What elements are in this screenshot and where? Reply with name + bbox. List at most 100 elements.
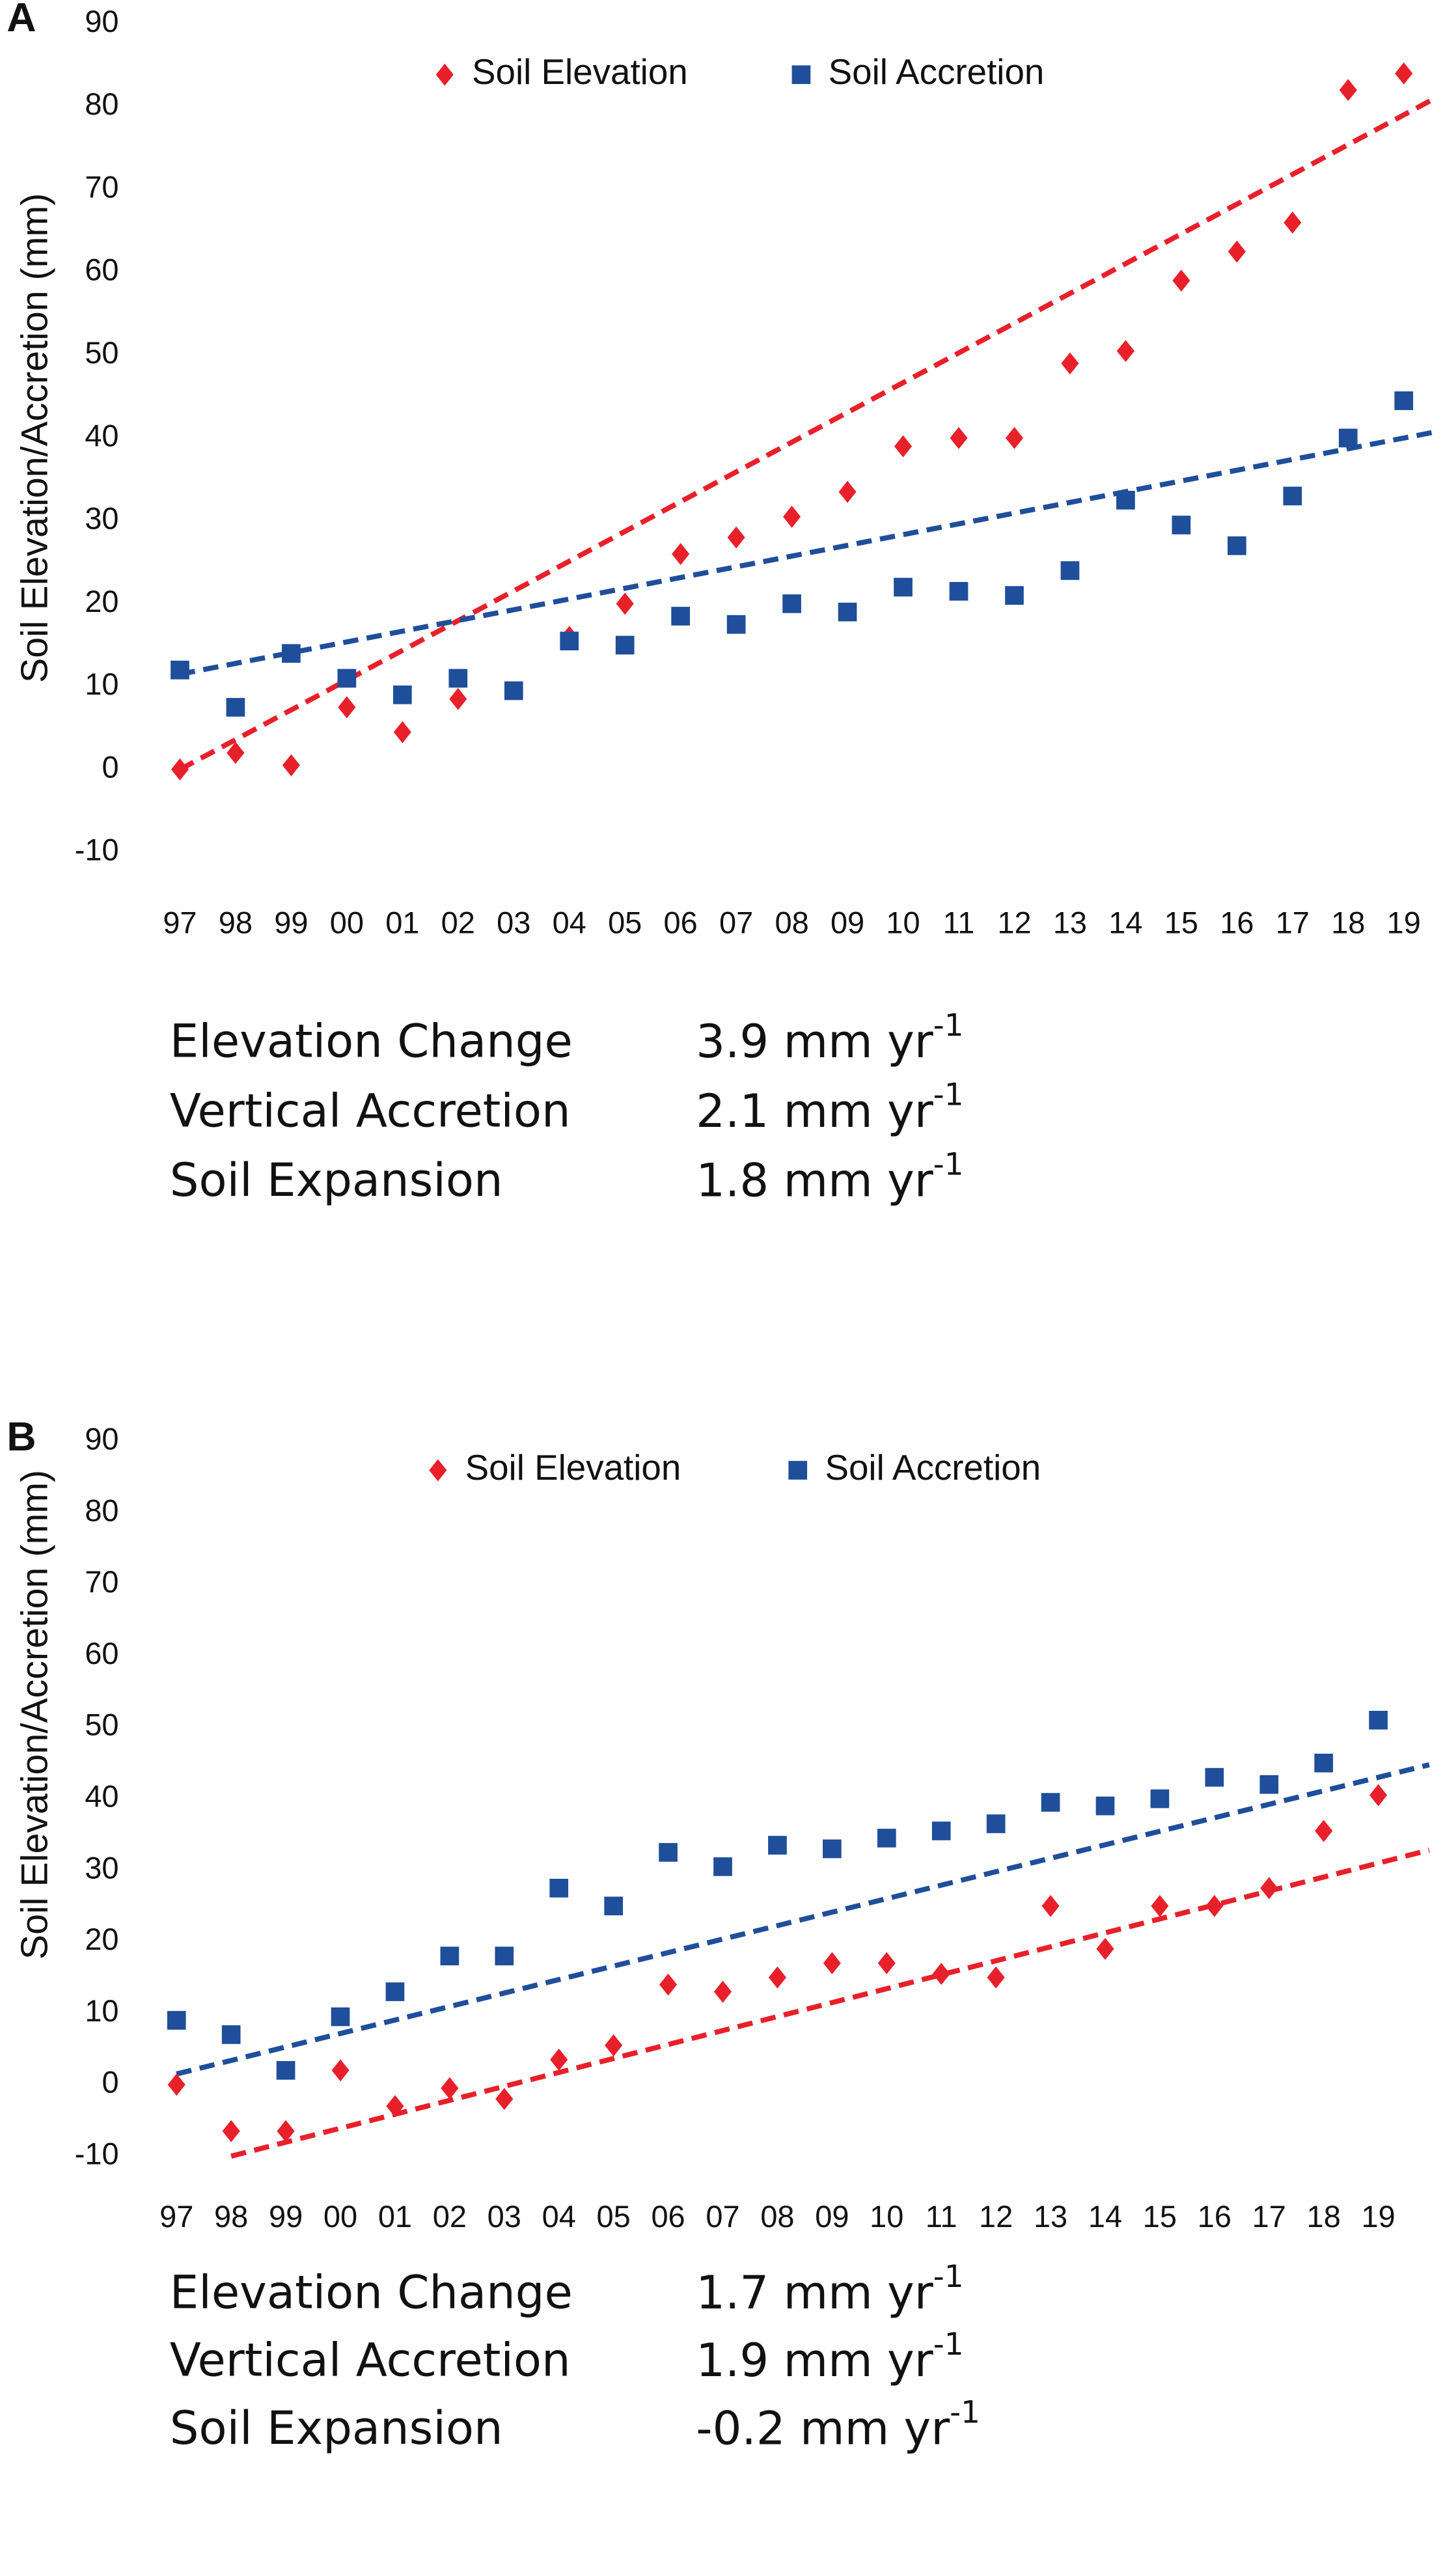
x-tick-label: 98	[219, 906, 253, 940]
point	[1284, 211, 1302, 234]
x-tick-label: 11	[926, 2200, 957, 2234]
stat-label: Elevation Change	[170, 2265, 573, 2319]
stat-number: 3.9 mm yr	[696, 1014, 933, 1068]
y-tick-label: 60	[85, 1637, 118, 1670]
point	[1395, 62, 1413, 85]
x-tick-label: 15	[1143, 2200, 1177, 2234]
point	[392, 686, 412, 704]
x-tick-label: 13	[1034, 2200, 1067, 2234]
legend-marker	[791, 65, 811, 85]
point	[337, 669, 357, 688]
y-tick-label: 50	[85, 1708, 118, 1742]
y-tick-label: 90	[85, 5, 118, 38]
point	[659, 1843, 678, 1862]
point	[1205, 1767, 1224, 1787]
point	[1041, 1793, 1060, 1812]
stat-value: 2.1 mm yr-1	[696, 1077, 963, 1137]
point	[1172, 270, 1190, 292]
stat-label: Vertical Accretion	[170, 2334, 571, 2387]
point	[1172, 516, 1191, 534]
x-tick-label: 03	[488, 2200, 521, 2234]
point	[504, 681, 523, 700]
legend-marker	[788, 1461, 808, 1480]
y-tick-label: 10	[85, 1994, 118, 2028]
point	[1005, 586, 1024, 605]
y-tick-label: 20	[85, 1922, 118, 1956]
point	[986, 1814, 1006, 1833]
x-tick-label: 04	[553, 906, 586, 940]
point	[1060, 561, 1080, 580]
x-tick-label: 07	[706, 2200, 739, 2234]
point	[282, 754, 300, 777]
stat-number: 1.8 mm yr	[696, 1154, 933, 1207]
y-tick-label: -10	[75, 2137, 119, 2170]
x-tick-label: 05	[608, 906, 642, 940]
x-tick-label: 19	[1362, 2200, 1395, 2234]
y-tick-label: 80	[85, 87, 118, 121]
trend-line	[178, 96, 1436, 772]
x-tick-label: 02	[441, 906, 475, 940]
y-axis-label: Soil Elevation/Accretion (mm)	[14, 193, 56, 683]
legend-label: Soil Accretion	[829, 51, 1045, 92]
x-tick-label: 00	[323, 2200, 357, 2234]
stat-label: Soil Expansion	[170, 2402, 503, 2455]
y-tick-label: 0	[102, 2066, 118, 2099]
point	[987, 1966, 1005, 1989]
stat-label: Vertical Accretion	[170, 1084, 571, 1137]
point	[604, 1896, 623, 1916]
point	[671, 607, 691, 626]
point	[768, 1966, 786, 1989]
point	[167, 2011, 186, 2030]
point	[877, 1829, 896, 1848]
point	[1369, 1784, 1388, 1807]
point	[1339, 79, 1357, 102]
point	[1150, 1789, 1170, 1808]
x-tick-label: 12	[979, 2200, 1013, 2234]
x-tick-label: 10	[886, 906, 920, 940]
point	[949, 581, 969, 601]
point	[713, 1857, 732, 1876]
point	[448, 669, 468, 688]
y-tick-label: -10	[75, 833, 119, 867]
point	[823, 1839, 842, 1859]
point	[221, 2025, 241, 2044]
x-tick-label: 01	[378, 2200, 412, 2234]
point	[823, 1952, 841, 1974]
y-tick-label: 70	[85, 170, 118, 204]
point	[385, 1982, 405, 2001]
point	[1369, 1710, 1388, 1730]
point	[838, 602, 857, 622]
stat-exponent: -1	[933, 1007, 964, 1043]
x-tick-label: 19	[1387, 906, 1421, 940]
x-tick-label: 15	[1164, 906, 1198, 940]
panel-label: B	[7, 1414, 36, 1460]
point	[171, 758, 189, 781]
point	[449, 687, 467, 710]
legend-marker	[435, 63, 454, 86]
point	[605, 2034, 623, 2057]
point	[1228, 536, 1246, 555]
point	[1041, 1894, 1060, 1917]
point	[393, 721, 411, 743]
point	[713, 1980, 732, 2003]
stat-value: -0.2 mm yr-1	[696, 2394, 980, 2455]
point	[726, 615, 746, 634]
stat-exponent: -1	[933, 1077, 964, 1113]
point	[282, 644, 301, 663]
x-tick-label: 05	[597, 2200, 631, 2234]
stat-value: 1.8 mm yr-1	[696, 1146, 963, 1207]
y-tick-label: 30	[85, 502, 118, 536]
x-tick-label: 16	[1198, 2200, 1231, 2234]
stat-exponent: -1	[933, 1146, 964, 1182]
stat-value: 3.9 mm yr-1	[696, 1007, 963, 1068]
x-tick-label: 11	[943, 906, 975, 940]
x-tick-label: 18	[1331, 906, 1365, 940]
stat-number: 1.7 mm yr	[696, 2265, 933, 2319]
y-tick-label: 50	[85, 336, 118, 370]
point	[1314, 1753, 1334, 1773]
x-tick-label: 02	[433, 2200, 467, 2234]
y-tick-label: 90	[85, 1422, 118, 1456]
point	[1151, 1894, 1169, 1917]
panel-label: A	[7, 0, 36, 40]
